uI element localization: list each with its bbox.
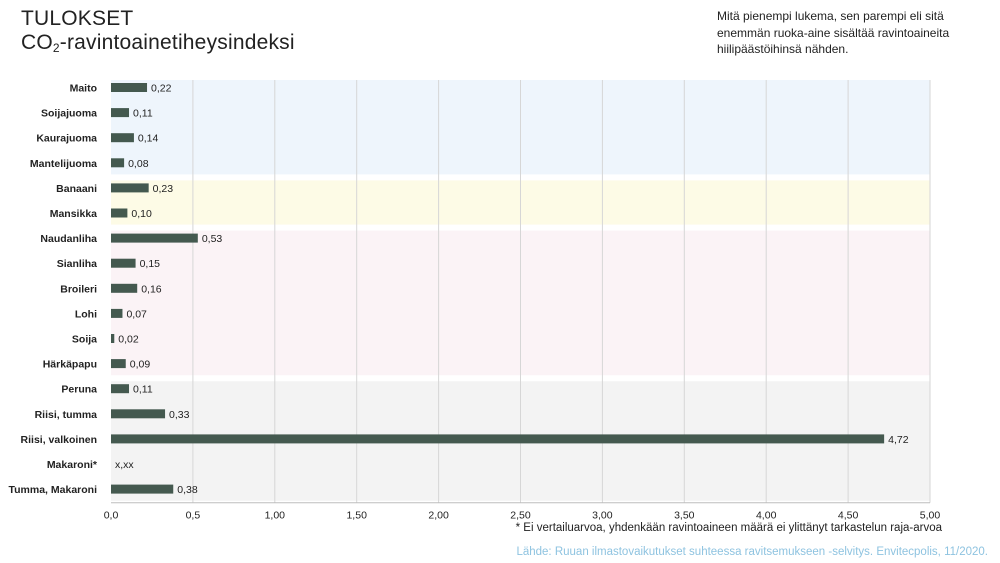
data-label: 0,14 xyxy=(138,133,159,145)
category-label: Tumma, Makaroni xyxy=(9,484,98,496)
bar xyxy=(111,183,149,193)
chart-title: TULOKSET CO2-ravintoainetiheysindeksi xyxy=(21,7,295,55)
x-tick-label: 2,00 xyxy=(428,510,449,522)
category-label: Kaurajuoma xyxy=(36,133,97,145)
data-label: 4,72 xyxy=(888,434,909,446)
bar xyxy=(111,359,126,369)
data-label: x,xx xyxy=(115,459,134,471)
footnote: * Ei vertailuarvoa, yhdenkään ravintoain… xyxy=(515,522,942,534)
category-label: Sianliha xyxy=(57,258,97,270)
x-tick-label: 3,00 xyxy=(592,510,613,522)
category-label: Makaroni* xyxy=(47,459,98,471)
bar xyxy=(111,133,134,143)
bar xyxy=(111,409,166,419)
category-label: Maito xyxy=(70,83,97,95)
data-label: 0,10 xyxy=(131,208,152,220)
title-line-1: TULOKSET xyxy=(21,7,134,30)
bar xyxy=(111,258,136,268)
category-label: Banaani xyxy=(56,183,97,195)
data-label: 0,11 xyxy=(133,384,153,396)
data-label: 0,07 xyxy=(126,308,147,320)
x-tick-label: 1,50 xyxy=(346,510,367,522)
bar xyxy=(111,233,198,243)
data-label: 0,08 xyxy=(128,158,149,170)
data-label: 0,09 xyxy=(130,359,151,371)
category-label: Soijajuoma xyxy=(41,108,97,120)
category-label: Soija xyxy=(72,334,97,346)
bar xyxy=(111,83,148,92)
data-label: 0,16 xyxy=(141,283,162,295)
data-label: 0,23 xyxy=(153,183,174,195)
source-note: Lähde: Ruuan ilmastovaikutukset suhteess… xyxy=(516,546,988,558)
title-co: CO xyxy=(21,31,53,54)
explanation-note: Mitä pienempi lukema, sen parempi eli si… xyxy=(717,9,950,56)
data-label: 0,53 xyxy=(202,233,223,245)
category-label: Lohi xyxy=(75,308,97,320)
category-label: Naudanliha xyxy=(40,233,97,245)
data-label: 0,33 xyxy=(169,409,190,421)
bar xyxy=(111,434,885,444)
data-label: 0,38 xyxy=(177,484,198,496)
bar xyxy=(111,384,130,394)
category-label: Riisi, valkoinen xyxy=(21,434,97,446)
x-tick-label: 4,00 xyxy=(756,510,777,522)
bar xyxy=(111,308,123,318)
data-label: 0,22 xyxy=(151,83,172,95)
bar xyxy=(111,158,125,168)
data-label: 0,02 xyxy=(118,334,139,346)
category-label: Mansikka xyxy=(50,208,97,220)
x-tick-label: 5,00 xyxy=(920,510,941,522)
bar xyxy=(111,484,174,494)
bar xyxy=(111,334,115,343)
x-tick-label: 3,50 xyxy=(674,510,695,522)
x-tick-label: 2,50 xyxy=(510,510,531,522)
x-tick-label: 0,5 xyxy=(186,510,201,522)
category-label: Broileri xyxy=(60,283,97,295)
title-subscript: 2 xyxy=(52,41,60,55)
title-line-2: CO2-ravintoainetiheysindeksi xyxy=(21,31,295,55)
bar xyxy=(111,283,138,293)
bar xyxy=(111,108,130,118)
x-tick-label: 0,0 xyxy=(104,510,119,522)
title-rest: -ravintoainetiheysindeksi xyxy=(59,31,295,54)
category-label: Peruna xyxy=(61,384,97,396)
category-label: Riisi, tumma xyxy=(35,409,98,421)
data-label: 0,11 xyxy=(133,108,153,120)
bar xyxy=(111,208,128,218)
category-label: Härkäpapu xyxy=(43,359,97,371)
category-label: Mantelijuoma xyxy=(30,158,97,170)
data-label: 0,15 xyxy=(140,258,161,270)
x-tick-label: 4,50 xyxy=(838,510,859,522)
x-tick-label: 1,00 xyxy=(265,510,286,522)
